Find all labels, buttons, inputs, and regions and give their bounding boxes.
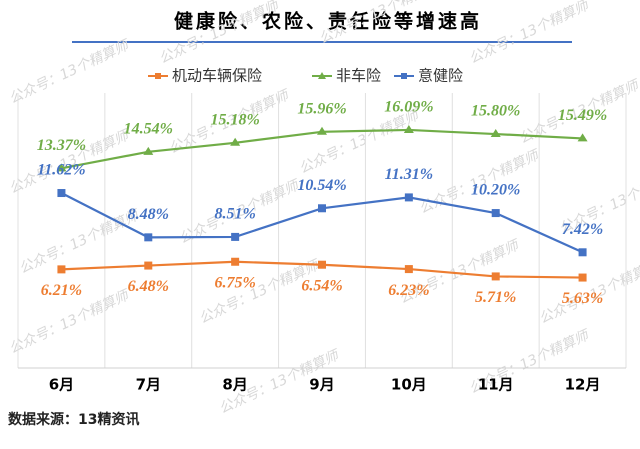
point	[318, 260, 326, 269]
point	[578, 273, 587, 282]
x-tick-label: 12月	[565, 376, 601, 394]
data-label: 11.31%	[385, 166, 433, 183]
x-tick-label: 9月	[309, 376, 334, 394]
data-label: 15.18%	[210, 111, 259, 128]
data-label: 15.96%	[297, 100, 346, 117]
data-label: 10.54%	[297, 177, 346, 194]
x-tick-label: 10月	[391, 376, 427, 394]
data-label: 8.48%	[128, 206, 169, 223]
data-label: 6.23%	[388, 282, 429, 299]
data-label: 7.42%	[562, 221, 603, 238]
point	[403, 124, 414, 133]
x-tick-label: 7月	[136, 376, 161, 394]
legend-marker	[155, 73, 161, 79]
data-label: 6.21%	[41, 282, 82, 299]
data-label: 16.09%	[384, 99, 433, 116]
data-label: 14.54%	[124, 120, 173, 137]
data-label: 5.71%	[475, 289, 516, 306]
point	[404, 193, 413, 202]
data-label: 15.49%	[558, 107, 607, 124]
point	[230, 137, 241, 146]
data-label: 6.54%	[301, 277, 342, 294]
data-label: 10.20%	[471, 182, 520, 199]
data-label: 6.75%	[214, 274, 255, 291]
legend-marker	[401, 73, 407, 79]
data-label: 8.51%	[214, 206, 255, 223]
watermark: 公众号：13个精算师	[7, 37, 134, 108]
data-label: 6.48%	[128, 278, 169, 295]
point	[577, 133, 588, 142]
point	[143, 146, 154, 155]
point	[578, 248, 587, 257]
point	[144, 261, 153, 270]
watermark: 公众号：13个精算师	[467, 0, 594, 67]
point	[144, 233, 153, 242]
point	[56, 163, 67, 172]
x-tick-label: 8月	[222, 376, 247, 394]
data-label: 5.63%	[562, 290, 603, 307]
point	[404, 265, 413, 274]
data-label: 15.80%	[471, 103, 520, 120]
point	[231, 232, 240, 241]
data-label: 11.62%	[37, 162, 85, 179]
legend-label: 非车险	[336, 67, 381, 85]
legend-marker	[318, 72, 326, 79]
x-tick-label: 11月	[478, 376, 514, 394]
source: 数据来源：13精资讯	[8, 411, 139, 428]
chart-title: 健康险、农险、责任险等增速高	[174, 10, 482, 33]
data-label: 13.37%	[37, 137, 86, 154]
point	[231, 257, 240, 266]
point	[57, 189, 66, 198]
point	[317, 126, 327, 135]
legend-label: 意健险	[418, 67, 463, 85]
point	[490, 129, 501, 138]
point	[57, 265, 66, 274]
point	[318, 204, 326, 213]
point	[491, 209, 500, 218]
legend-label: 机动车辆保险	[172, 67, 262, 85]
x-tick-label: 6月	[49, 376, 74, 394]
point	[491, 272, 500, 281]
